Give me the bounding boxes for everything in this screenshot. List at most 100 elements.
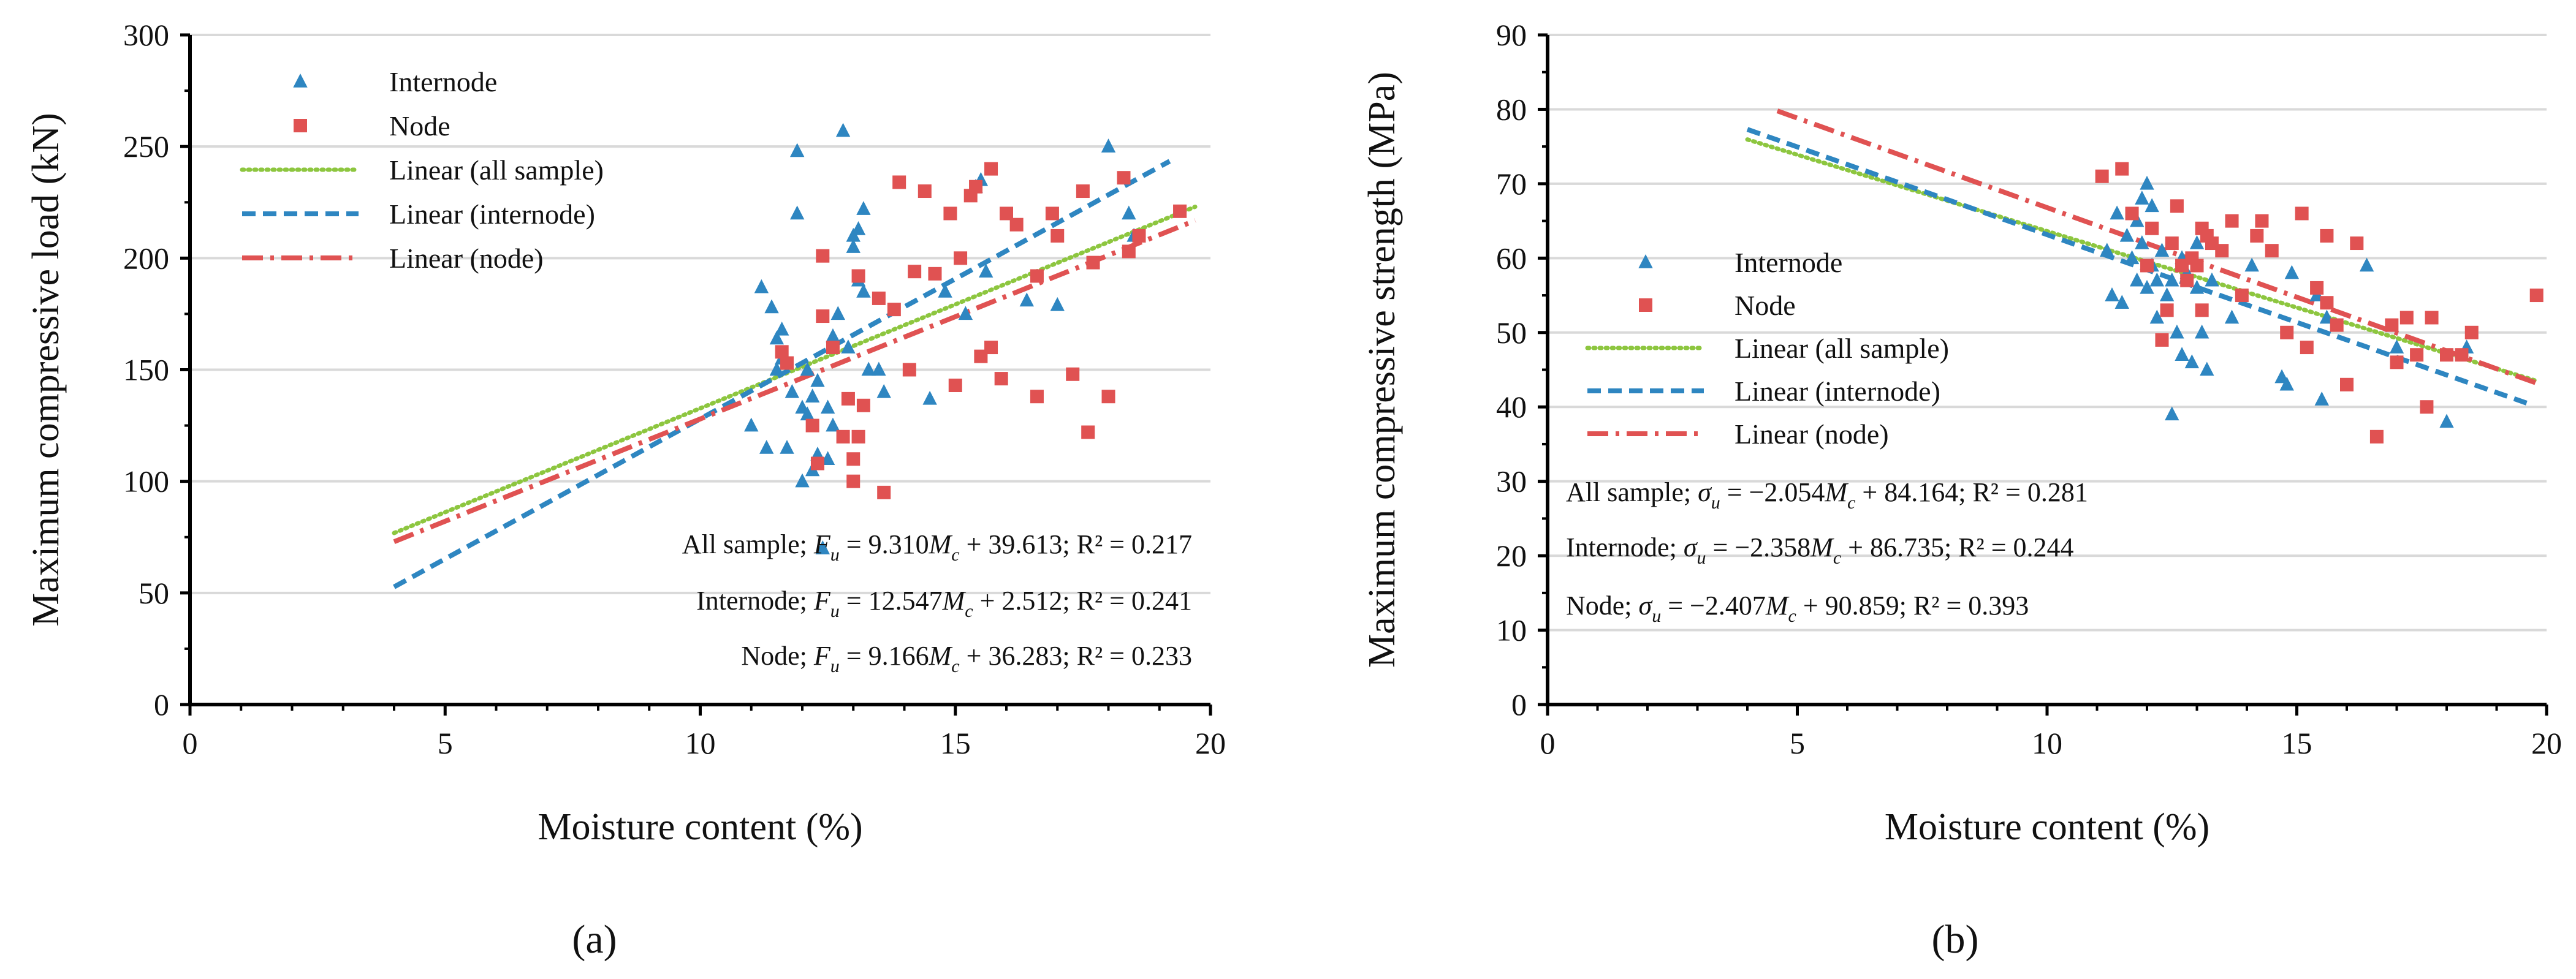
trendline-linear-node	[393, 218, 1196, 544]
node-point	[810, 456, 824, 471]
y-tick-label: 300	[123, 18, 169, 52]
node-point	[1122, 244, 1136, 259]
internode-point	[759, 440, 774, 454]
internode-point	[2145, 198, 2159, 213]
y-tick-label: 50	[1496, 316, 1527, 350]
node-point	[805, 418, 819, 433]
internode-point	[795, 473, 810, 488]
y-tick-label: 200	[123, 241, 169, 275]
y-tick-label: 0	[154, 687, 169, 722]
internode-point	[780, 440, 794, 454]
series-node	[2095, 162, 2544, 444]
legend-label: Node	[389, 110, 450, 142]
internode-point	[2200, 361, 2214, 376]
equation-pre: All sample;	[1566, 477, 1698, 507]
internode-point	[2165, 406, 2179, 421]
node-point	[841, 391, 855, 406]
equation-var: F	[813, 529, 831, 559]
node-point	[974, 349, 988, 363]
equation-mid: = 12.547	[840, 586, 943, 616]
internode-point	[2119, 227, 2135, 242]
node-point	[2455, 348, 2469, 362]
node-point	[2125, 206, 2139, 221]
internode-point	[2189, 279, 2205, 294]
legend-marker-node	[1639, 298, 1652, 312]
internode-point	[810, 372, 825, 387]
internode-point	[1122, 205, 1136, 220]
node-point	[969, 180, 983, 194]
internode-point	[872, 361, 886, 376]
node-point	[2160, 303, 2174, 317]
node-point	[2350, 236, 2364, 251]
node-point	[1101, 390, 1115, 404]
x-tick-label: 10	[2032, 726, 2062, 760]
internode-point	[876, 384, 891, 398]
x-tick-label: 15	[940, 726, 971, 760]
internode-point	[2124, 250, 2140, 265]
equation-xsub: c	[1788, 606, 1796, 626]
internode-point	[861, 361, 876, 376]
series-internode	[744, 123, 1141, 554]
panel-a: 0 50 100 150 200 250 300 0 5 10 15 20 Moisture conte…	[25, 18, 1226, 962]
y-tick-label: 50	[139, 576, 169, 610]
node-point	[1132, 229, 1146, 243]
equation-post: + 39.613; R² = 0.217	[960, 529, 1192, 559]
equation-xsub: c	[951, 656, 959, 676]
internode-point	[764, 299, 779, 314]
node-point	[2410, 348, 2424, 362]
node-point	[2390, 355, 2404, 369]
equation-post: + 84.164; R² = 0.281	[1855, 477, 2088, 507]
x-axis-title: Moisture content (%)	[1885, 806, 2209, 848]
y-axis-title: Maximum compressive load (kN)	[25, 113, 67, 627]
panel-label: (a)	[572, 917, 617, 962]
internode-point	[2165, 272, 2179, 287]
node-point	[2180, 273, 2194, 287]
node-point	[1000, 206, 1013, 221]
node-point	[2320, 296, 2334, 310]
node-point	[775, 345, 789, 359]
node-point	[2250, 229, 2264, 243]
legend-label: Linear (node)	[389, 243, 544, 274]
internode-point	[789, 143, 805, 157]
internode-point	[938, 283, 952, 298]
y-tick-label: 80	[1496, 92, 1527, 126]
node-point	[948, 379, 962, 393]
regression-equation: Internode; σu = −2.358Mc + 86.735; R² = …	[1566, 532, 2074, 568]
internode-point	[2149, 272, 2164, 287]
legend-label: Linear (node)	[1734, 418, 1889, 450]
internode-point	[2244, 257, 2259, 272]
y-axis-title: Maximum compressive strength (MPa)	[1361, 72, 1403, 668]
equation-xsub: c	[951, 545, 959, 565]
node-point	[826, 341, 840, 355]
equation-pre: Node;	[741, 641, 814, 671]
node-point	[954, 251, 968, 265]
internode-point	[826, 417, 840, 432]
node-point	[836, 429, 850, 444]
equation-mid: = 9.166	[840, 641, 929, 671]
internode-point	[2114, 295, 2129, 309]
internode-point	[800, 361, 815, 376]
node-point	[2145, 221, 2159, 235]
equation-mid: = 9.310	[840, 529, 929, 559]
internode-point	[744, 417, 759, 432]
equation-xsub: c	[1833, 548, 1841, 568]
internode-point	[2194, 324, 2209, 339]
node-point	[928, 266, 942, 281]
node-point	[2320, 229, 2334, 243]
node-point	[908, 265, 922, 279]
y-tick-label: 70	[1496, 167, 1527, 201]
regression-equation: All sample; Fu = 9.310Mc + 39.613; R² = …	[682, 529, 1192, 565]
internode-point	[789, 205, 805, 220]
node-point	[892, 175, 906, 189]
equation-var: σ	[1639, 591, 1654, 621]
internode-point	[835, 123, 851, 137]
node-point	[918, 184, 932, 198]
node-point	[2425, 311, 2439, 325]
node-point	[2225, 214, 2239, 228]
node-point	[902, 363, 916, 377]
internode-point	[830, 306, 845, 320]
internode-point	[2205, 272, 2219, 287]
node-point	[2195, 303, 2209, 317]
internode-point	[754, 279, 769, 293]
